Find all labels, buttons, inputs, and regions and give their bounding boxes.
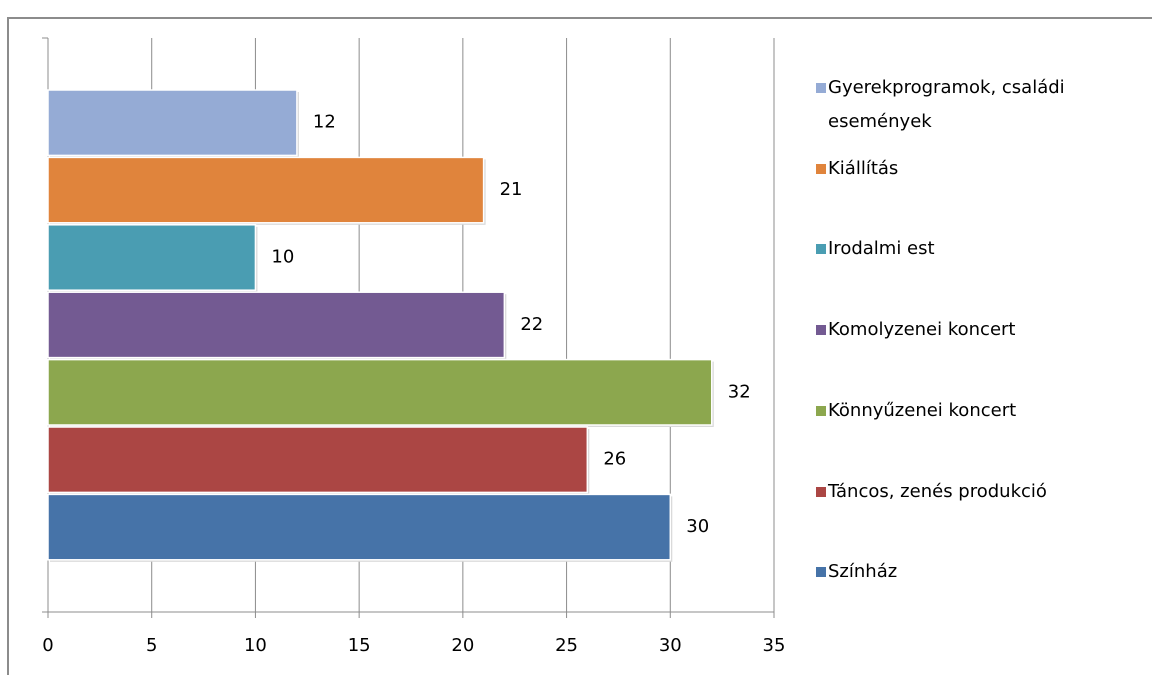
legend-item: Komolyzenei koncert [816,313,1108,347]
data-label: 22 [520,314,543,335]
data-label: 21 [500,179,523,200]
x-tick-label: 15 [348,635,371,656]
bar [47,291,506,359]
legend-swatch [816,486,826,497]
legend-label: Táncos, zenés produkció [828,480,1047,502]
legend-item: Irodalmi est [816,232,1108,266]
legend-item: Színház [816,555,1108,589]
x-tick-label: 25 [555,635,578,656]
legend-item: Gyerekprogramok, családi események [816,71,1108,139]
x-tick-label: 5 [146,635,157,656]
legend-label: Kiállítás [828,157,899,179]
legend-swatch [816,325,826,336]
x-tick-label: 0 [42,635,53,656]
legend-item: Könnyűzenei koncert [816,394,1108,428]
legend-label: Színház [828,561,898,583]
x-tick-label: 20 [451,635,474,656]
data-label: 10 [271,247,294,268]
chart-frame [7,17,1152,675]
legend-swatch [816,567,826,578]
bar [47,493,672,561]
x-tick-label: 35 [763,635,786,656]
legend-label: Könnyűzenei koncert [828,399,1017,421]
bar [47,224,257,291]
legend-label: Komolyzenei koncert [828,319,1016,341]
data-label: 32 [728,381,751,402]
legend-label: Gyerekprogramok, családi események [828,77,1065,132]
legend-label: Irodalmi est [828,238,935,260]
legend-item: Táncos, zenés produkció [816,475,1108,509]
bar [47,426,589,494]
legend-swatch [816,83,826,93]
bar [47,89,298,157]
legend-swatch [816,163,826,174]
data-label: 30 [686,516,709,537]
bar [47,156,485,224]
data-label: 12 [313,112,336,133]
x-tick-label: 10 [244,635,267,656]
legend-swatch [816,244,826,255]
legend-swatch [816,405,826,416]
data-label: 26 [603,449,626,470]
x-tick-label: 30 [659,635,682,656]
legend-item: Kiállítás [816,152,1108,186]
bar [47,358,713,426]
